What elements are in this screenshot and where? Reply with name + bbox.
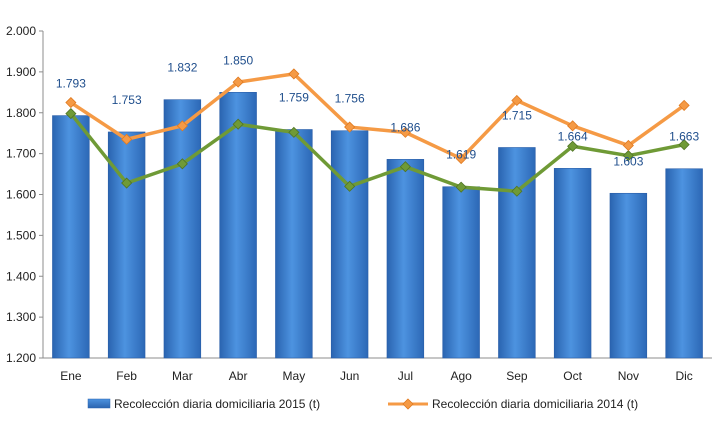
data-label: 1.850 xyxy=(223,53,253,67)
point-marker xyxy=(399,126,411,138)
x-tick-label: Oct xyxy=(563,369,582,383)
y-tick-label: 1.800 xyxy=(6,106,36,120)
data-label: 1.756 xyxy=(335,92,365,106)
point-marker xyxy=(65,96,77,109)
y-tick-label: 1.400 xyxy=(6,269,36,283)
x-tick-label: Mar xyxy=(172,369,193,383)
data-label: 1.715 xyxy=(502,108,532,122)
point-marker xyxy=(65,108,77,120)
lines-layer xyxy=(65,68,690,197)
point-marker xyxy=(567,120,579,132)
point-marker xyxy=(288,126,300,138)
data-label: 1.793 xyxy=(56,77,86,91)
point-marker xyxy=(176,158,188,170)
y-tick-label: 1.600 xyxy=(6,188,36,202)
x-tick-label: Ago xyxy=(450,369,472,383)
point-marker xyxy=(622,139,634,152)
y-tick-label: 1.900 xyxy=(6,65,36,79)
point-marker xyxy=(232,76,244,88)
point-marker xyxy=(288,68,300,80)
point-marker xyxy=(511,94,523,107)
legend: Recolección diaria domiciliaria 2015 (t)… xyxy=(87,397,638,411)
x-tick-label: Jun xyxy=(340,369,359,383)
point-marker xyxy=(678,139,690,151)
axes-layer: 1.200 1.300 1.400 1.500 1.600 1.700 1.800 1.900… xyxy=(6,24,712,383)
x-tick-label: Sep xyxy=(506,369,528,383)
data-label: 1.619 xyxy=(446,148,476,162)
series-line xyxy=(69,72,686,161)
point-marker xyxy=(344,121,356,133)
data-label: 1.759 xyxy=(279,91,309,105)
point-marker xyxy=(455,181,467,193)
y-tick-label: 1.500 xyxy=(6,228,36,242)
bar xyxy=(219,92,257,359)
bar xyxy=(609,192,648,359)
data-label: 1.753 xyxy=(112,93,142,107)
y-tick-label: 1.300 xyxy=(6,310,36,324)
bar xyxy=(553,168,592,359)
legend-swatch-2015 xyxy=(87,398,111,409)
data-labels-layer: 1.793 1.753 1.832 1.850 1.759 1.756 1.686 1.619… xyxy=(56,53,700,168)
data-label: 1.603 xyxy=(613,154,643,168)
x-tick-label: Feb xyxy=(116,369,137,383)
point-marker xyxy=(567,140,579,152)
y-tick-label: 1.700 xyxy=(6,147,36,161)
point-marker xyxy=(399,161,411,173)
point-marker xyxy=(622,150,634,162)
bar xyxy=(330,130,369,359)
y-tick-label: 1.200 xyxy=(6,351,36,365)
legend-label-2015: Recolección diaria domiciliaria 2015 (t) xyxy=(114,397,320,411)
point-marker xyxy=(455,152,467,165)
legend-swatch-marker-2014 xyxy=(402,398,414,410)
x-tick-label: Jul xyxy=(398,369,413,383)
point-marker xyxy=(511,185,523,197)
bar xyxy=(275,129,313,359)
data-label: 1.663 xyxy=(669,130,699,144)
x-tick-label: Ene xyxy=(60,369,82,383)
x-tick-label: May xyxy=(283,369,306,383)
bar xyxy=(163,99,202,359)
point-marker xyxy=(232,118,244,130)
bar xyxy=(665,168,703,359)
series-line xyxy=(69,112,685,193)
bar xyxy=(442,186,480,359)
data-label: 1.664 xyxy=(558,129,588,143)
point-marker xyxy=(678,99,690,111)
bar xyxy=(52,115,90,359)
data-label: 1.832 xyxy=(167,61,197,75)
point-marker xyxy=(176,120,188,132)
x-tick-label: Dic xyxy=(675,369,692,383)
y-tick-label: 2.000 xyxy=(6,24,36,38)
data-label: 1.686 xyxy=(390,120,420,134)
legend-label-2014: Recolección diaria domiciliaria 2014 (t) xyxy=(432,397,638,411)
x-tick-label: Nov xyxy=(618,369,639,383)
x-tick-label: Abr xyxy=(229,369,248,383)
bar xyxy=(386,159,425,359)
point-marker xyxy=(121,133,133,145)
point-marker xyxy=(344,180,356,192)
point-marker xyxy=(121,177,133,189)
